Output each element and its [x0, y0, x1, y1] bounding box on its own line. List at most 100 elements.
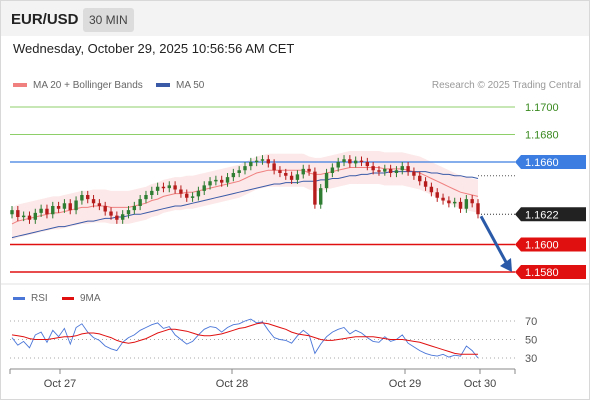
legend-ma20: MA 20 + Bollinger Bands — [13, 80, 143, 91]
candle-body — [167, 185, 171, 189]
legend-ma50-label: MA 50 — [176, 80, 205, 91]
candle-body — [447, 200, 451, 204]
candle-body — [412, 171, 416, 176]
candle-body — [86, 195, 90, 200]
forecast-arrowhead — [500, 258, 512, 272]
candle-body — [348, 159, 352, 164]
candle-body — [109, 211, 113, 216]
legend-rsi-ma: 9MA — [62, 293, 101, 304]
candle-body — [56, 206, 61, 209]
candle-body — [324, 173, 329, 189]
candle-body — [220, 179, 224, 183]
candle-body — [138, 199, 142, 206]
rsi-tick-label: 50 — [525, 335, 537, 347]
candle-body — [237, 170, 241, 173]
candle-body — [330, 167, 335, 173]
candle-body — [418, 175, 422, 182]
legend-rsi: RSI — [13, 293, 48, 304]
candle-body — [313, 171, 317, 205]
candle-body — [435, 192, 439, 198]
candle-body — [441, 197, 445, 201]
candle-body — [225, 177, 230, 183]
candle-body — [476, 203, 480, 215]
candle-body — [80, 195, 84, 201]
candle-body — [319, 188, 323, 205]
candle-body — [394, 170, 399, 173]
candle-body — [16, 210, 20, 217]
candle-body — [190, 196, 195, 198]
timeframe-button[interactable]: 30 MIN — [83, 8, 134, 32]
candle-body — [103, 206, 107, 212]
candle-body — [33, 212, 37, 220]
candle-body — [260, 159, 265, 161]
candle-body — [231, 173, 236, 178]
candle-body — [51, 206, 55, 215]
candle-body — [115, 215, 119, 220]
symbol-label: EUR/USD — [11, 11, 79, 28]
candle-body — [243, 166, 247, 171]
candle-body — [266, 159, 270, 164]
candle-body — [400, 166, 404, 171]
candle-body — [289, 175, 294, 180]
candle-body — [464, 199, 469, 209]
candle-body — [470, 199, 474, 204]
legend-rsi-ma-label: 9MA — [80, 293, 101, 304]
candle-body — [353, 160, 358, 164]
price-level-label: 1.1700 — [525, 102, 559, 114]
candle-body — [126, 210, 131, 215]
candle-body — [307, 168, 311, 172]
price-level-label: 1.1660 — [525, 157, 559, 169]
forecast-arrow — [479, 215, 509, 265]
candle-body — [21, 215, 26, 218]
candle-body — [388, 168, 393, 173]
rsi-line — [11, 318, 479, 359]
rsi-tick-label: 30 — [525, 353, 537, 365]
candle-body — [62, 203, 67, 209]
candle-body — [155, 186, 160, 191]
candle-body — [301, 168, 305, 175]
candle-body — [365, 162, 370, 167]
ma50-line — [11, 171, 479, 239]
candle-body — [342, 159, 346, 162]
candle-body — [284, 173, 288, 176]
candle-body — [214, 179, 218, 182]
candle-body — [208, 181, 212, 186]
rsi-tick-label: 70 — [525, 316, 537, 328]
candle-body — [10, 210, 14, 215]
candle-body — [202, 185, 206, 191]
candle-body — [27, 215, 32, 220]
candle-body — [429, 186, 434, 193]
candle-body — [150, 190, 154, 195]
price-tag — [515, 155, 586, 169]
price-level-label: 1.1600 — [525, 240, 559, 252]
candle-body — [406, 166, 410, 172]
x-tick-label: Oct 29 — [389, 378, 421, 390]
candle-body — [383, 168, 387, 172]
x-tick-label: Oct 30 — [464, 378, 496, 390]
x-tick-label: Oct 28 — [216, 378, 248, 390]
candle-body — [249, 162, 253, 167]
candle-body — [196, 190, 201, 197]
ma20-swatch — [13, 83, 27, 88]
rsi-swatch — [13, 296, 25, 300]
candle-body — [45, 208, 49, 215]
price-level-label: 1.1580 — [525, 267, 559, 279]
candle-body — [423, 181, 428, 187]
candle-body — [359, 160, 364, 163]
rsi-ma-swatch — [62, 296, 74, 300]
candle-body — [161, 186, 166, 189]
price-level-label: 1.1622 — [525, 209, 559, 221]
candle-body — [453, 201, 457, 204]
candle-body — [179, 189, 183, 194]
ma20-line — [11, 167, 479, 225]
legend-ma20-label: MA 20 + Bollinger Bands — [33, 80, 143, 91]
candle-body — [272, 163, 276, 171]
candle-body — [458, 201, 463, 209]
candle-body — [371, 166, 375, 171]
price-tag — [515, 265, 586, 279]
candle-body — [254, 160, 259, 163]
candle-body — [74, 200, 78, 211]
candle-body — [132, 206, 137, 211]
price-level-label: 1.1680 — [525, 130, 559, 142]
